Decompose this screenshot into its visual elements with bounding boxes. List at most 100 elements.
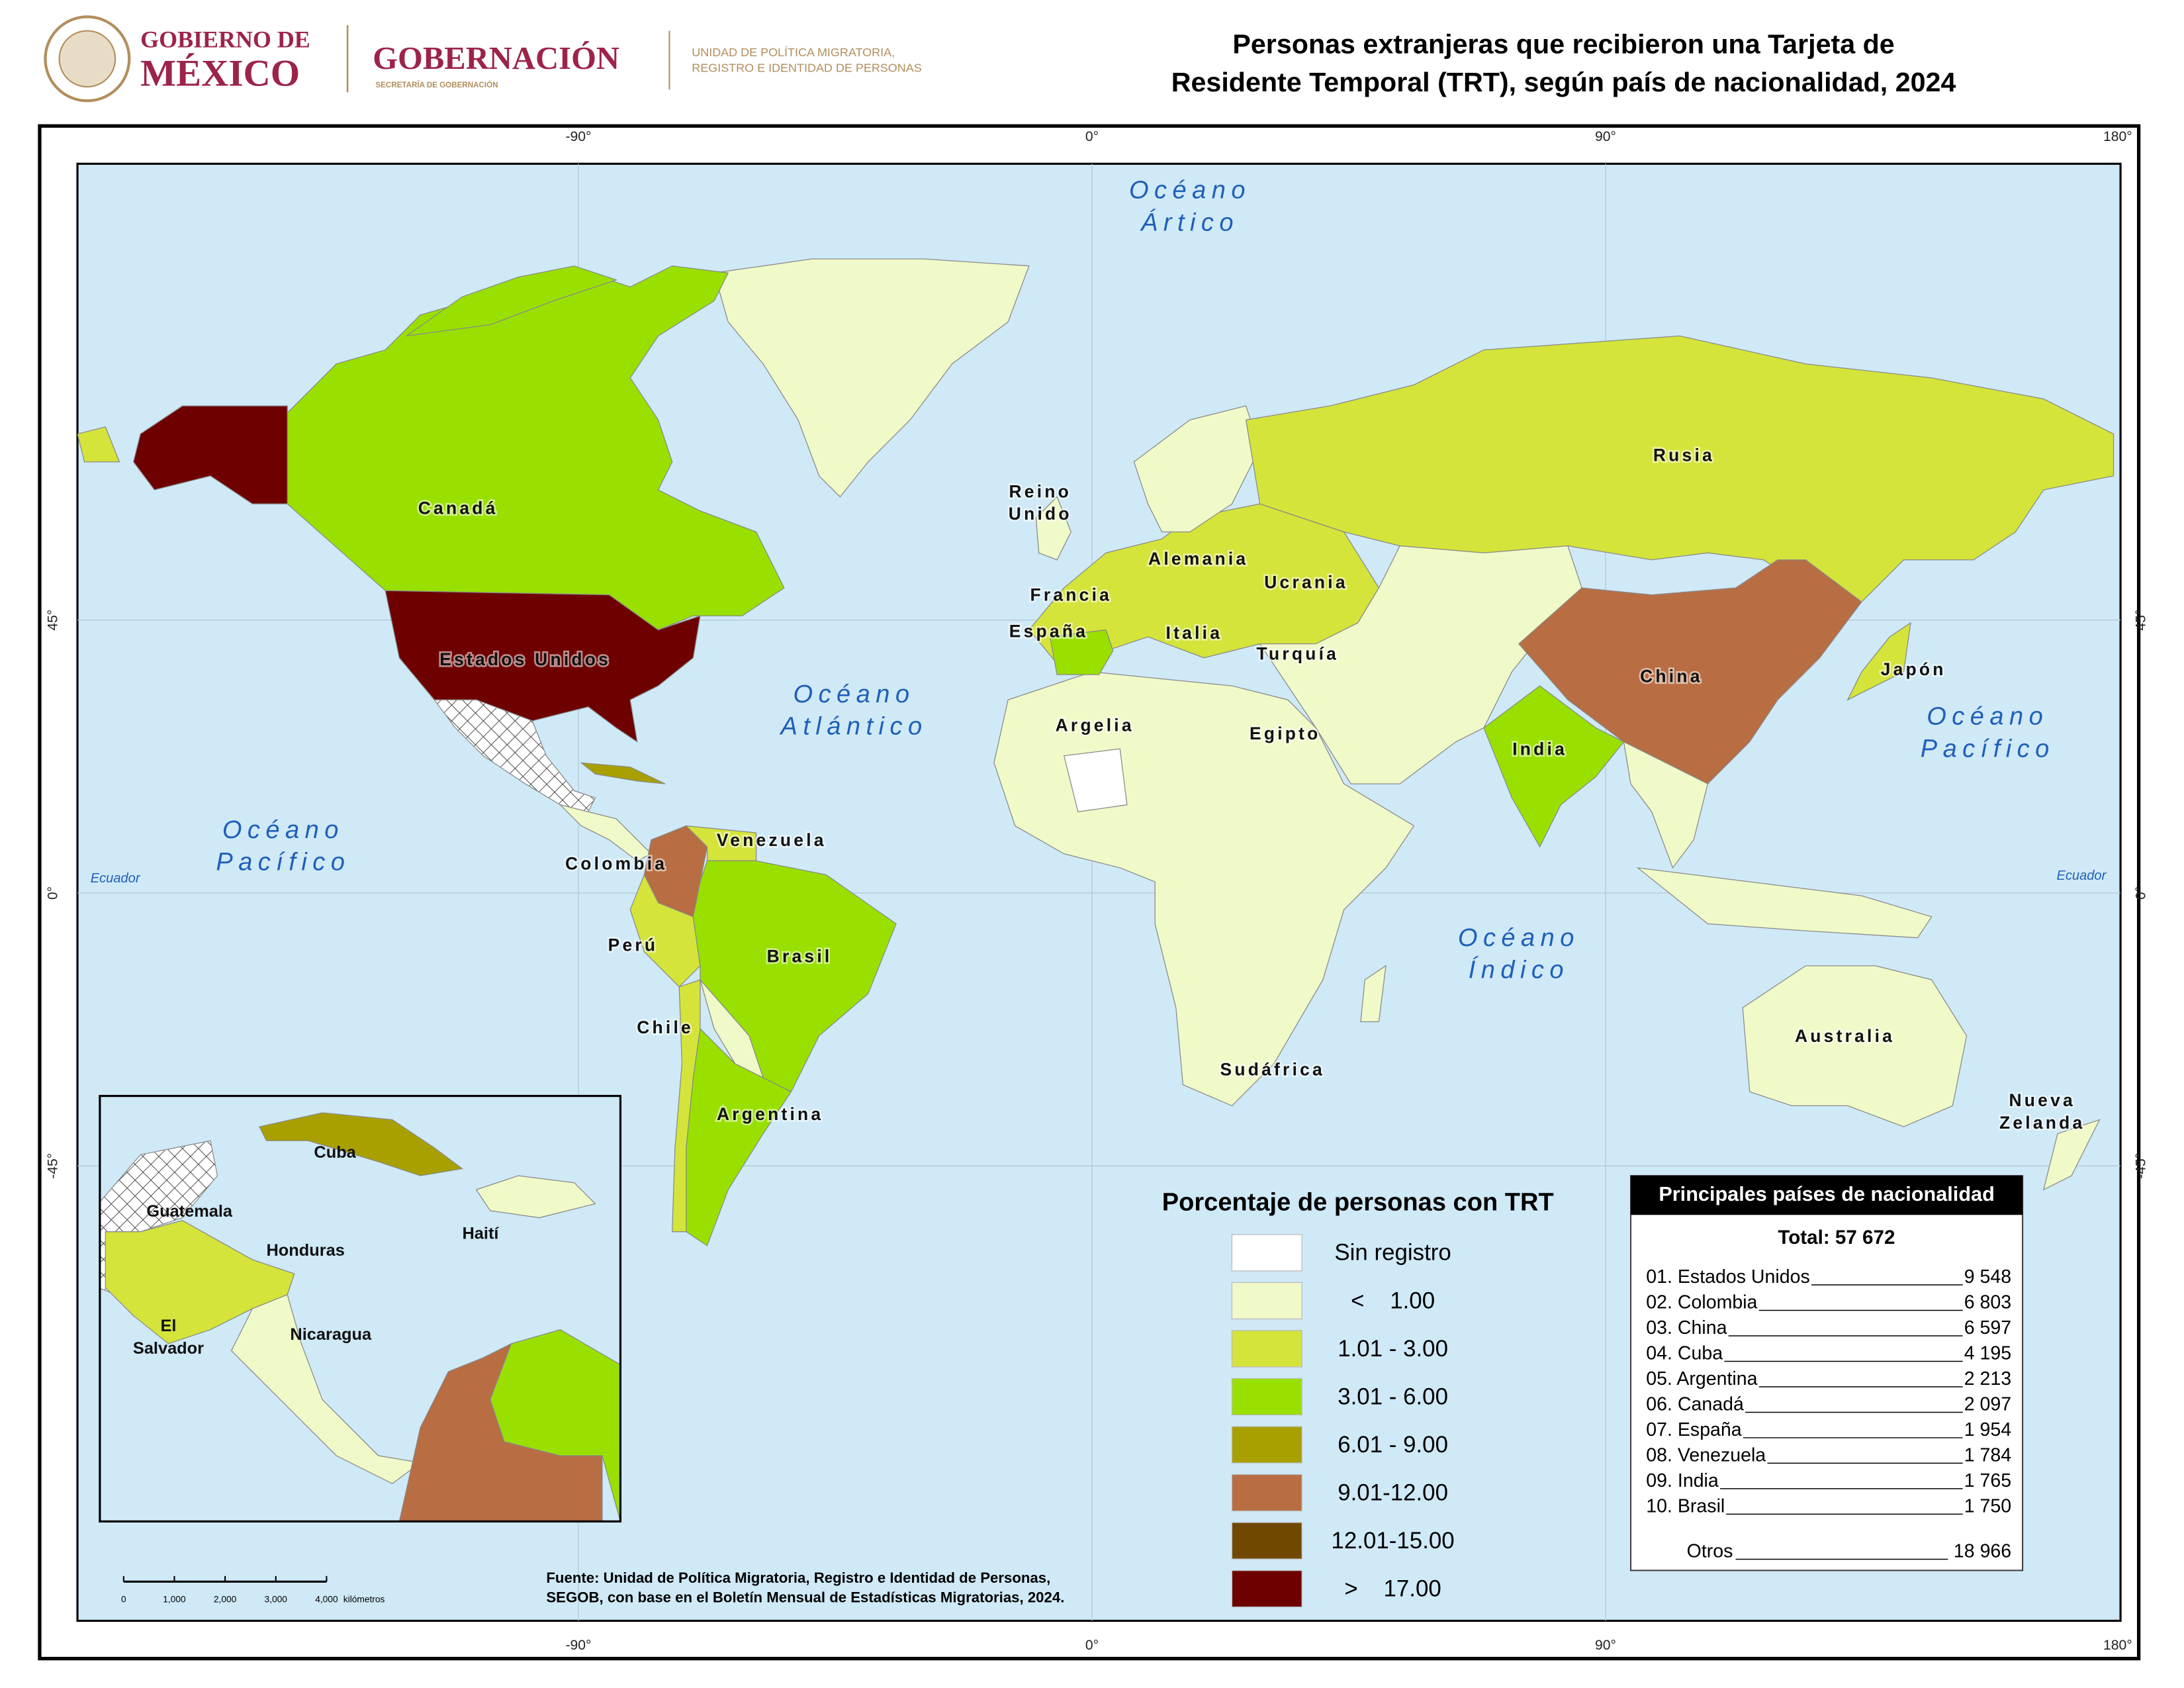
legend-swatch xyxy=(1231,1378,1302,1416)
ctry-label: India xyxy=(1512,739,1567,759)
ctry-label: Turquía xyxy=(1257,644,1340,664)
table-value: 6 803 xyxy=(1964,1292,2011,1313)
ctry-label: Unido xyxy=(1009,504,1072,524)
legend: Porcentaje de personas con TRT Sin regis… xyxy=(1162,1188,1554,1608)
legend-swatch xyxy=(1231,1234,1302,1272)
table-value: 1 750 xyxy=(1964,1495,2011,1517)
table-value: 2 213 xyxy=(1964,1368,2011,1389)
equator-label: Ecuador xyxy=(2057,868,2107,883)
country xyxy=(77,426,120,463)
ctry-label: Reino xyxy=(1009,481,1071,501)
ctry-label: China xyxy=(1640,666,1703,686)
latitude-label: -45° xyxy=(46,1153,61,1179)
latitude-label: 0° xyxy=(46,886,61,900)
country xyxy=(1360,964,1387,1023)
ctry-label: Australia xyxy=(1795,1026,1895,1046)
ctry-label: España xyxy=(1009,622,1088,641)
legend-swatch xyxy=(1231,1522,1302,1560)
country xyxy=(1636,867,1933,939)
legend-title: Porcentaje de personas con TRT xyxy=(1162,1188,1554,1216)
emblem-core xyxy=(58,30,116,88)
table-value: 6 597 xyxy=(1964,1317,2011,1338)
inset-label: Cuba xyxy=(314,1143,356,1162)
country xyxy=(1742,965,1968,1127)
ctry-label: Nueva xyxy=(2009,1090,2075,1110)
latitude-label: -45° xyxy=(2133,1153,2148,1179)
inset-label: Guatemala xyxy=(146,1202,233,1221)
longitude-label: 0° xyxy=(1085,1638,1099,1653)
table-name: 01. Estados Unidos xyxy=(1646,1266,1809,1288)
table-value: 18 966 xyxy=(1954,1540,2011,1562)
inset-land xyxy=(99,1112,621,1522)
ocean-label: Océano xyxy=(222,816,344,844)
longitude-label: -90° xyxy=(566,129,592,144)
table-value: 1 765 xyxy=(1964,1470,2011,1491)
logo-line2: MÉXICO xyxy=(140,52,300,94)
scale-unit: kilómetros xyxy=(343,1594,385,1604)
ctry-label: Canadá xyxy=(418,498,498,518)
country xyxy=(1035,496,1071,561)
ocean-label: Océano xyxy=(1129,177,1251,205)
country xyxy=(713,258,1030,498)
table-value: 1 954 xyxy=(1964,1419,2012,1440)
land xyxy=(77,258,2115,1246)
ctry-label: Chile xyxy=(637,1017,694,1037)
legend-label: 9.01-12.00 xyxy=(1338,1479,1448,1505)
table-name: 06. Canadá xyxy=(1646,1393,1744,1415)
ctry-label: Francia xyxy=(1030,585,1112,605)
ctry-label: Argentina xyxy=(717,1104,823,1124)
ctry-label: Alemania xyxy=(1148,549,1248,569)
ctry-label: Perú xyxy=(608,935,659,955)
table-value: 9 548 xyxy=(1964,1266,2011,1288)
ministry-sub: SECRETARÍA DE GOBERNACIÓN xyxy=(375,81,498,89)
latitude-label: 45° xyxy=(46,610,61,631)
source: Fuente: Unidad de Política Migratoria, R… xyxy=(546,1570,1050,1586)
ctry-label: Japón xyxy=(1881,659,1946,679)
ocean-label: Océano xyxy=(1458,924,1580,952)
country xyxy=(490,1329,621,1522)
ocean-label: Pacífico xyxy=(1921,735,2055,763)
table-value: 2 097 xyxy=(1964,1393,2011,1415)
ocean-label: Pacífico xyxy=(216,849,350,876)
unit-line1: UNIDAD DE POLÍTICA MIGRATORIA, xyxy=(692,46,895,59)
country xyxy=(629,873,701,988)
legend-swatch xyxy=(1231,1282,1302,1320)
legend-swatch xyxy=(1231,1330,1302,1368)
ctry-label: Italia xyxy=(1166,623,1223,643)
legend-label: > 17.00 xyxy=(1344,1575,1441,1601)
title: Personas extranjeras que recibieron una … xyxy=(1232,29,1894,60)
legend-label: 3.01 - 6.00 xyxy=(1338,1383,1448,1409)
ranking-table: Principales países de nacionalidad Total… xyxy=(1629,1175,2024,1571)
legend-label: < 1.00 xyxy=(1351,1288,1435,1313)
country xyxy=(433,699,596,813)
ctry-label: Egipto xyxy=(1250,724,1321,743)
country xyxy=(406,265,618,337)
country xyxy=(580,762,666,784)
ctry-label: Rusia xyxy=(1653,445,1715,465)
ocean-label: Océano xyxy=(1927,703,2048,731)
legend-swatch xyxy=(1231,1426,1302,1464)
equator-label: Ecuador xyxy=(91,871,141,886)
table-name: 03. China xyxy=(1646,1317,1727,1338)
unit-line2: REGISTRO E IDENTIDAD DE PERSONAS xyxy=(692,61,921,74)
title: Residente Temporal (TRT), según país de … xyxy=(1171,67,1956,97)
table-name: 04. Cuba xyxy=(1646,1342,1723,1364)
source: SEGOB, con base en el Boletín Mensual de… xyxy=(546,1589,1064,1606)
country xyxy=(672,979,701,1233)
table-header xyxy=(1631,1176,2023,1215)
country xyxy=(1133,405,1261,533)
latitude-label: 0° xyxy=(2133,886,2148,900)
table-name: 07. España xyxy=(1646,1419,1741,1440)
country xyxy=(1623,741,1709,869)
table-name: 09. India xyxy=(1646,1470,1719,1491)
scale-label: 4,000 xyxy=(315,1594,338,1604)
ctry-label: Colombia xyxy=(565,854,667,874)
longitude-label: 90° xyxy=(1595,129,1616,144)
ctry-label: Brasil xyxy=(767,946,833,966)
table-name: Otros xyxy=(1687,1540,1733,1562)
inset-label: El xyxy=(160,1317,176,1335)
inset-labels: Cuba Guatemala Honduras Haití El Salvador Nica… xyxy=(133,1143,500,1358)
ocean-label: Océano xyxy=(794,680,915,708)
